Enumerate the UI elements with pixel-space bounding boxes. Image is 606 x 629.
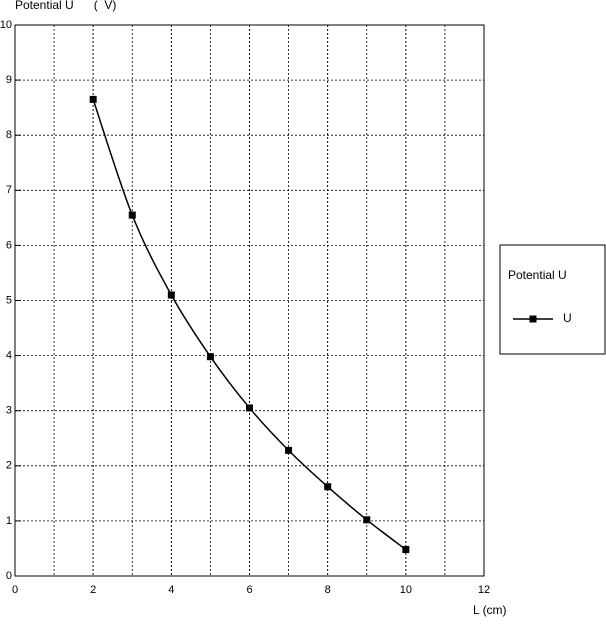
y-tick-label: 7 <box>6 184 12 196</box>
legend-box <box>499 244 606 355</box>
y-tick-label: 6 <box>6 239 12 251</box>
x-tick-label: 12 <box>478 584 490 596</box>
y-tick-label: 4 <box>6 350 12 362</box>
x-tick-label: 10 <box>400 584 412 596</box>
marker <box>206 353 214 361</box>
x-tick-label: 0 <box>12 584 18 596</box>
x-tick-label: 2 <box>90 584 96 596</box>
y-tick-label: 9 <box>6 74 12 86</box>
y-tick-label: 2 <box>6 460 12 472</box>
legend-label: U <box>563 311 572 325</box>
y-tick-label: 3 <box>6 405 12 417</box>
x-tick-label: 6 <box>246 584 252 596</box>
x-tick-label: 8 <box>325 584 331 596</box>
y-tick-label: 10 <box>0 19 12 31</box>
y-tick-label: 5 <box>6 294 12 306</box>
plot-frame <box>14 24 485 577</box>
legend-marker <box>529 315 537 323</box>
marker <box>363 516 371 524</box>
x-tick-label: 4 <box>168 584 174 596</box>
y-tick-label: 0 <box>6 570 12 582</box>
y-axis-title: Potential U ( V) <box>15 0 116 12</box>
y-tick-label: 8 <box>6 129 12 141</box>
marker <box>246 404 253 412</box>
marker <box>402 546 410 554</box>
y-tick-label: 1 <box>6 515 12 527</box>
marker <box>128 211 136 219</box>
marker <box>89 95 97 103</box>
legend-title: Potential U <box>508 268 567 282</box>
marker <box>167 291 175 299</box>
marker <box>285 446 293 454</box>
x-axis-title: L (cm) <box>473 603 507 617</box>
marker <box>324 483 332 491</box>
